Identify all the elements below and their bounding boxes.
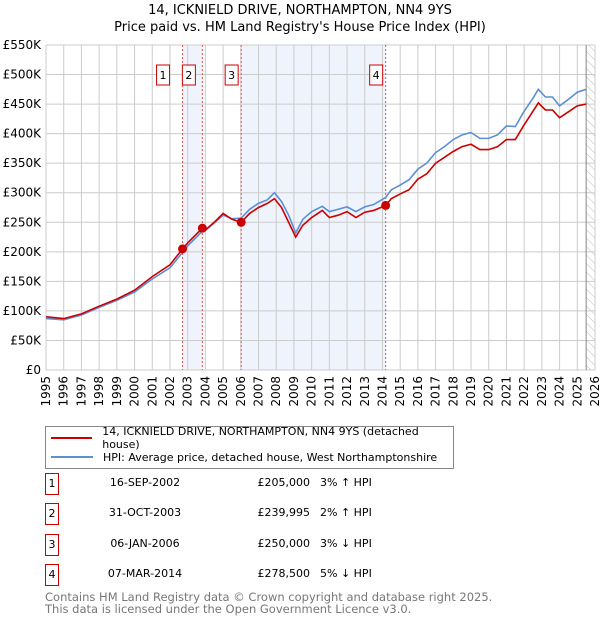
x-tick-label: 2018 [446,376,460,407]
legend-swatch-red [51,437,93,439]
sale-hpi-diff: 5% ↓ HPI [320,567,372,580]
sale-label-number: 3 [228,69,235,82]
sale-price: £239,995 [257,506,311,519]
legend-swatch-blue [51,456,93,458]
y-tick-label: £150K [3,274,43,288]
sale-row: 1 16-SEP-2002 £205,000 3% ↑ HPI [45,473,445,495]
legend-label: HPI: Average price, detached house, West… [103,450,438,464]
chart-subtitle: Price paid vs. HM Land Registry's House … [114,20,486,35]
sale-period-shading [241,45,386,370]
sale-price: £205,000 [257,476,311,489]
sale-date: 06-JAN-2006 [110,537,180,550]
sale-number: 3 [45,534,59,556]
y-tick-label: £450K [3,97,43,111]
sale-label-box [369,64,384,86]
sale-hpi-diff: 2% ↑ HPI [320,506,372,519]
y-tick-label: £200K [3,245,43,259]
sale-date: 07-MAR-2014 [107,567,183,580]
x-tick-label: 2025 [570,376,584,407]
y-tick-label: £100K [3,304,43,318]
sale-row: 4 07-MAR-2014 £278,500 5% ↓ HPI [45,564,445,586]
x-tick-label: 2011 [322,376,336,407]
chart-title: 14, ICKNIELD DRIVE, NORTHAMPTON, NN4 9YS [148,3,452,18]
x-tick-label: 1995 [39,376,53,407]
x-tick-label: 1999 [110,376,124,407]
sale-hpi-diff: 3% ↓ HPI [320,537,372,550]
x-tick-label: 2015 [393,376,407,407]
sale-hpi-diff: 3% ↑ HPI [320,476,372,489]
sale-price: £250,000 [257,537,311,550]
sale-row: 2 31-OCT-2003 £239,995 2% ↑ HPI [45,503,445,525]
series-line-property [45,101,587,320]
sale-date: 16-SEP-2002 [109,476,181,489]
x-tick-label: 2019 [464,376,478,407]
y-tick-label: £250K [3,215,43,229]
y-tick-label: £300K [3,186,43,200]
sale-label-box [156,64,171,86]
x-tick-label: 2024 [553,376,567,407]
legend-label: 14, ICKNIELD DRIVE, NORTHAMPTON, NN4 9YS… [102,425,419,451]
x-tick-label: 2005 [216,376,230,407]
y-tick-label: £400K [3,127,43,141]
footer-licence: This data is licensed under the Open Gov… [45,602,412,616]
sale-price: £278,500 [257,567,311,580]
sale-label-number: 2 [185,69,192,82]
legend-item-property: 14, ICKNIELD DRIVE, NORTHAMPTON, NN4 9YS… [51,425,453,451]
sale-point [178,244,188,254]
x-tick-label: 2012 [340,376,354,407]
x-tick-label: 2004 [198,376,212,407]
x-tick-label: 2013 [358,376,372,407]
sale-number: 4 [45,564,59,586]
x-tick-label: 2020 [482,376,496,407]
y-tick-label: £350K [3,156,43,170]
sale-label-box [224,64,239,86]
x-tick-label: 2014 [375,376,389,407]
x-tick-label: 2007 [252,376,266,407]
sale-point [381,200,391,210]
footer-copyright: Contains HM Land Registry data © Crown c… [45,590,493,604]
x-tick-label: 2008 [269,376,283,407]
y-tick-label: £50K [10,333,42,347]
sale-label-box [181,64,196,86]
y-tick-label: £0 [26,363,41,377]
x-tick-label: 2016 [411,376,425,407]
x-tick-label: 2023 [535,376,549,407]
series-line-hpi [45,87,587,321]
legend: 14, ICKNIELD DRIVE, NORTHAMPTON, NN4 9YS… [45,425,454,469]
sale-point [236,217,246,227]
x-tick-label: 2022 [517,376,531,407]
sale-label-number: 1 [160,69,167,82]
x-tick-label: 1996 [57,376,71,407]
sale-number: 2 [45,503,59,525]
x-tick-label: 2002 [163,376,177,407]
x-tick-label: 2021 [499,376,513,407]
sale-number: 1 [45,473,59,495]
sale-period-shading [182,45,203,370]
sale-label-number: 4 [373,69,380,82]
x-tick-label: 2017 [429,376,443,407]
sale-row: 3 06-JAN-2006 £250,000 3% ↓ HPI [45,534,445,556]
x-tick-label: 2009 [287,376,301,407]
x-tick-label: 1997 [74,376,88,407]
y-tick-label: £500K [3,68,43,82]
legend-item-hpi: HPI: Average price, detached house, West… [51,449,437,465]
x-tick-label: 2003 [181,376,195,407]
x-tick-label: 2026 [588,376,600,407]
x-tick-label: 2010 [305,376,319,407]
x-tick-label: 2000 [128,376,142,407]
x-tick-label: 2006 [234,376,248,407]
price-chart: 1995 1996 1997 1998 1999 2000 2001 2002 2003 2004… [3,38,600,407]
x-tick-label: 2001 [145,376,159,407]
x-tick-label: 1998 [92,376,106,407]
forecast-hatch [586,45,595,370]
sale-point [197,223,207,233]
sale-date: 31-OCT-2003 [108,506,182,519]
y-tick-label: £550K [3,38,43,52]
